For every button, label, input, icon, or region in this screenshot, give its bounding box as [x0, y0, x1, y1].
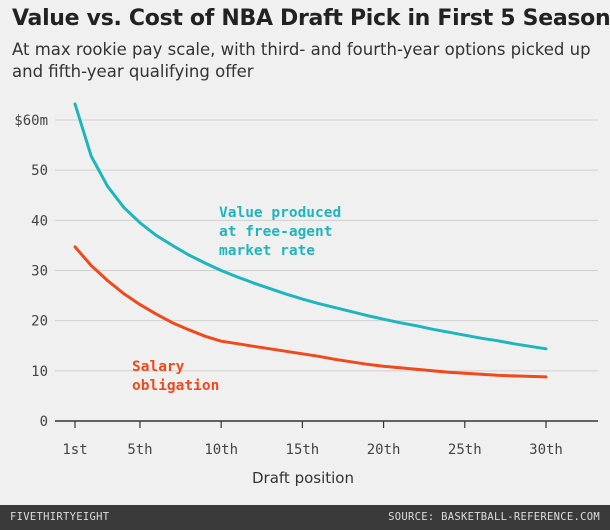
series-label-value: at free-agent	[219, 224, 333, 240]
x-axis-label: Draft position	[252, 469, 354, 487]
gridlines	[55, 119, 598, 422]
series-line-salary	[73, 245, 548, 379]
x-tick-label: 20th	[367, 442, 401, 458]
series-label-salary: obligation	[132, 378, 219, 394]
x-tick-label: 30th	[529, 442, 563, 458]
series-label-salary: Salary	[132, 359, 185, 375]
y-tick-label: 0	[40, 414, 48, 430]
y-tick-label: 40	[31, 213, 48, 229]
x-axis-ticks: 1st 5th 10th 15th 20th 25th 30th	[62, 421, 563, 458]
y-tick-label: 30	[31, 264, 48, 280]
series-label-value: market rate	[219, 243, 315, 259]
footer-source: SOURCE: BASKETBALL-REFERENCE.COM	[388, 511, 600, 523]
y-tick-label: 10	[31, 364, 48, 380]
y-tick-label: 50	[31, 163, 48, 179]
chart-subtitle: At max rookie pay scale, with third- and…	[12, 40, 591, 81]
x-tick-label: 25th	[448, 442, 482, 458]
x-tick-label: 10th	[204, 442, 238, 458]
footer-brand: FIVETHIRTYEIGHT	[10, 511, 110, 523]
series-lines	[73, 102, 548, 379]
x-tick-label: 1st	[62, 442, 87, 458]
footer-bar: FIVETHIRTYEIGHT SOURCE: BASKETBALL-REFER…	[0, 505, 610, 530]
y-tick-label: $60m	[14, 113, 48, 129]
line-chart: 0 10 20 30 40 50 $60m 1st 5th 10th 15th 20th 25th 30…	[14, 102, 598, 487]
y-tick-label: 20	[31, 314, 48, 330]
x-tick-label: 5th	[127, 442, 152, 458]
x-tick-label: 15th	[286, 442, 320, 458]
series-label-value: Value produced	[219, 205, 341, 221]
series-line-value	[73, 102, 548, 351]
chart-title: Value vs. Cost of NBA Draft Pick in Firs…	[12, 6, 610, 31]
series-annotations: Value produced at free-agent market rate Sa…	[132, 205, 341, 394]
y-axis-ticks: 0 10 20 30 40 50 $60m	[14, 113, 48, 430]
